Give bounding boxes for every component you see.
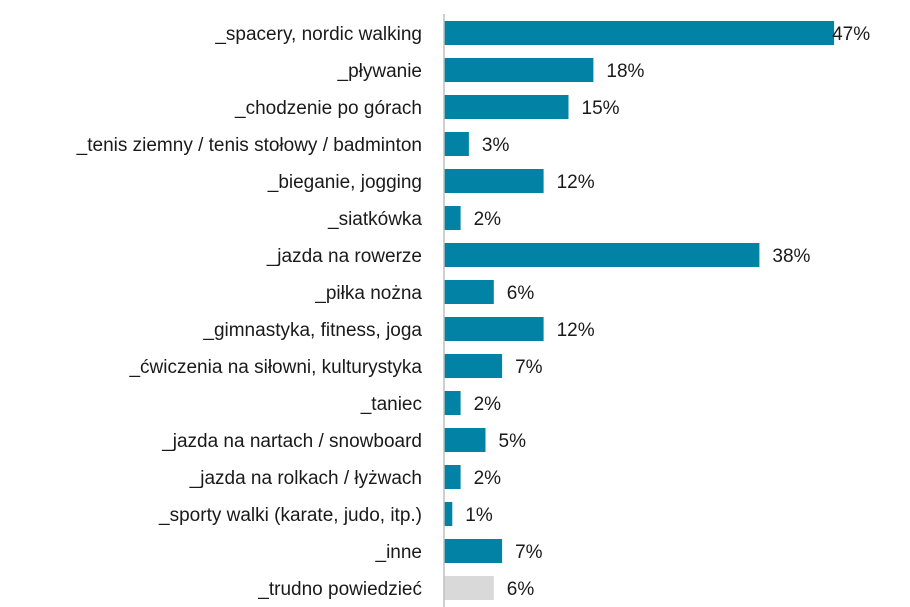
bar xyxy=(444,280,494,304)
category-label: _tenis ziemny / tenis stołowy / badminto… xyxy=(76,135,422,156)
data-label: 2% xyxy=(474,209,502,230)
data-label: 1% xyxy=(465,505,493,526)
category-label: _sporty walki (karate, judo, itp.) xyxy=(158,505,422,526)
data-label: 3% xyxy=(482,135,510,156)
category-label: _inne xyxy=(375,542,423,563)
bar xyxy=(444,317,544,341)
category-label: _jazda na nartach / snowboard xyxy=(161,431,422,452)
bar xyxy=(444,243,760,267)
bar xyxy=(444,95,569,119)
data-label: 2% xyxy=(474,468,502,489)
data-label: 15% xyxy=(582,98,620,119)
data-label: 12% xyxy=(557,172,595,193)
category-label: _spacery, nordic walking xyxy=(214,24,422,45)
bar xyxy=(444,21,835,45)
category-label: _pływanie xyxy=(337,61,423,82)
category-label: _ćwiczenia na siłowni, kulturystyka xyxy=(128,357,422,378)
bar xyxy=(444,206,461,230)
bar xyxy=(444,465,461,489)
bar xyxy=(444,58,594,82)
bars xyxy=(444,21,835,600)
data-label: 47% xyxy=(832,24,870,45)
category-label: _taniec xyxy=(360,394,422,415)
bar xyxy=(444,502,453,526)
bar xyxy=(444,391,461,415)
category-label: _chodzenie po górach xyxy=(234,98,422,119)
bar xyxy=(444,539,503,563)
bar xyxy=(444,169,544,193)
bar xyxy=(444,354,503,378)
data-label: 6% xyxy=(507,283,535,304)
category-label: _piłka nożna xyxy=(314,283,422,304)
data-label: 18% xyxy=(606,61,644,82)
bar xyxy=(444,132,469,156)
data-label: 2% xyxy=(474,394,502,415)
category-label: _jazda na rowerze xyxy=(266,246,422,267)
value-labels: 47% 18% 15% 3% 12% 2% 38% 6% 12% 7% 2% 5% 2% 1% 7% 6% xyxy=(465,24,870,600)
data-label: 12% xyxy=(557,320,595,341)
data-label: 7% xyxy=(515,542,543,563)
category-label: _trudno powiedzieć xyxy=(257,579,422,600)
data-label: 5% xyxy=(499,431,527,452)
category-label: _siatkówka xyxy=(327,209,422,230)
bar xyxy=(444,576,494,600)
data-label: 6% xyxy=(507,579,535,600)
category-label: _bieganie, jogging xyxy=(267,172,422,193)
data-label: 38% xyxy=(772,246,810,267)
category-labels: _spacery, nordic walking _pływanie _chodze… xyxy=(76,24,423,600)
bar xyxy=(444,428,486,452)
category-label: _gimnastyka, fitness, joga xyxy=(202,320,422,341)
data-label: 7% xyxy=(515,357,543,378)
category-label: _jazda na rolkach / łyżwach xyxy=(189,468,422,489)
